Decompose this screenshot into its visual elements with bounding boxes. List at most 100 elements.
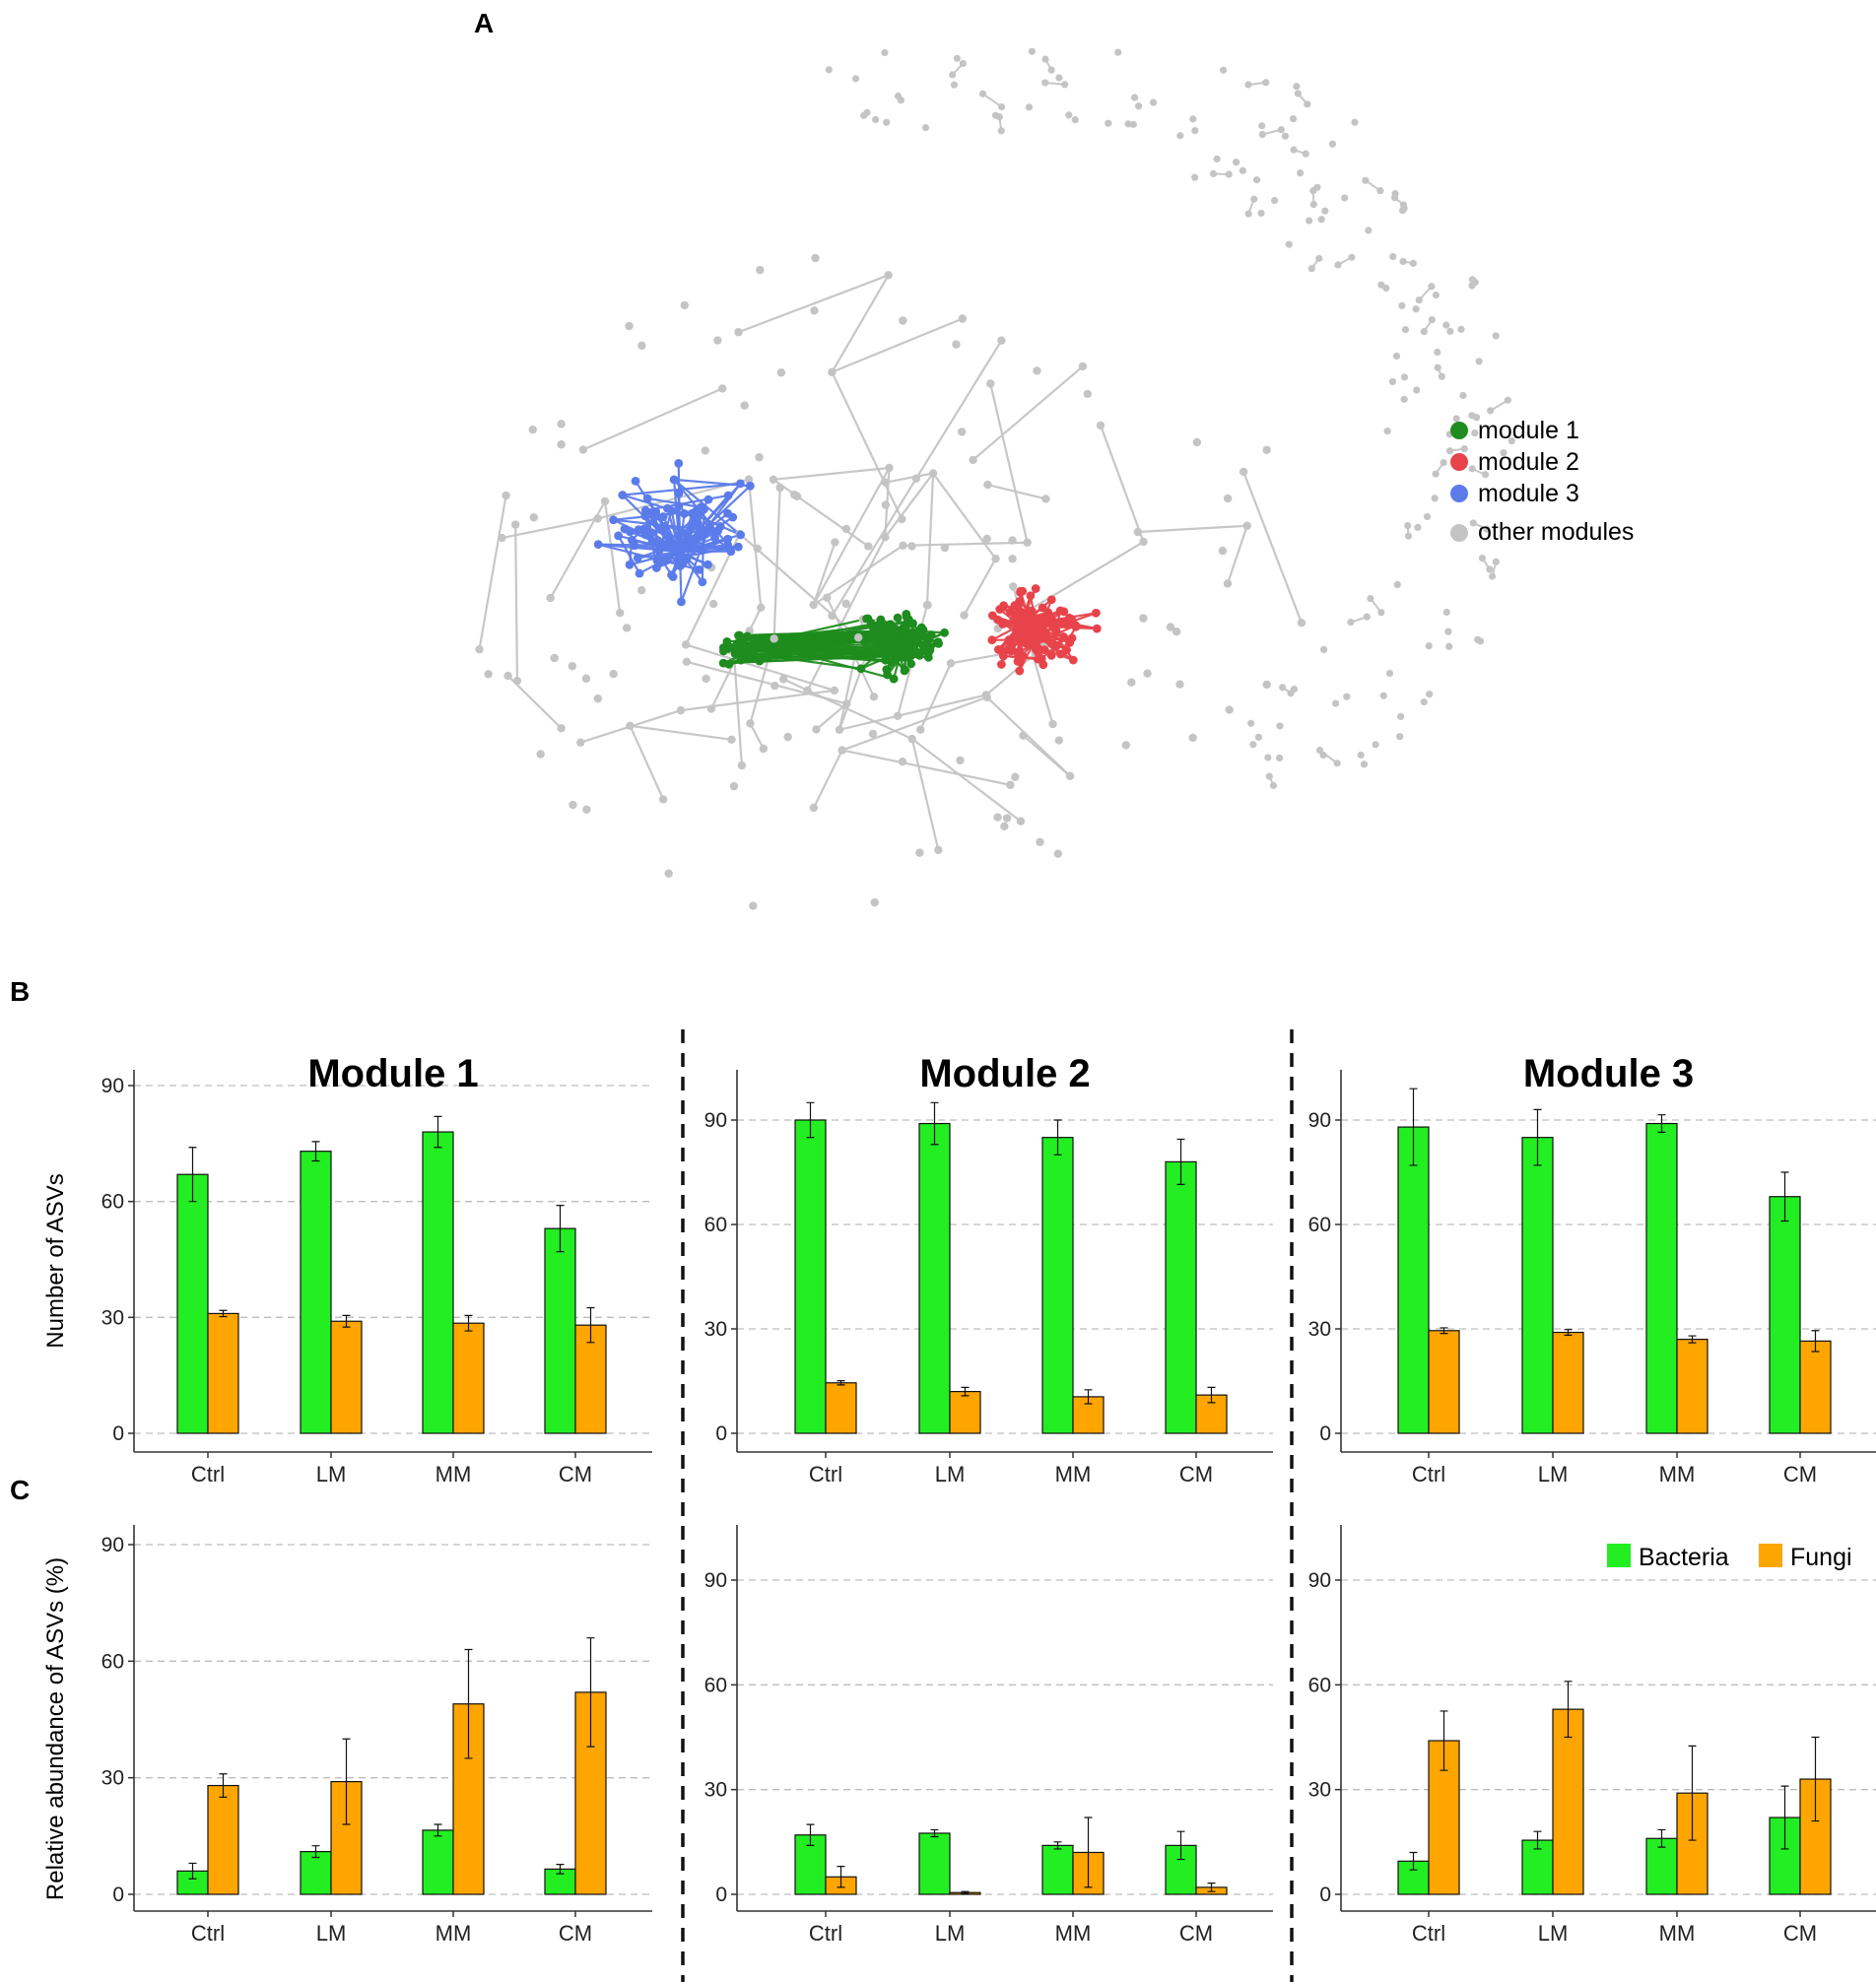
bar-legend: Bacteria Fungi	[1607, 1544, 1852, 1571]
x-tick-label: MM	[436, 1462, 472, 1486]
network-node	[759, 744, 769, 754]
bar-bacteria-cm	[544, 1227, 576, 1434]
network-node	[828, 611, 837, 621]
network-node	[1068, 655, 1078, 665]
network-node	[1319, 751, 1327, 760]
network-node	[743, 631, 752, 641]
network-node	[856, 664, 866, 674]
y-tick-label: 30	[704, 1779, 727, 1802]
network-node	[1297, 618, 1306, 628]
network-node	[1269, 781, 1278, 790]
network-node	[1399, 257, 1407, 266]
network-node	[1304, 100, 1311, 108]
network-node	[1002, 814, 1012, 823]
network-node	[1289, 114, 1298, 123]
network-node	[1225, 170, 1233, 178]
bar-fungi-lm	[1552, 1331, 1584, 1434]
bar-chart-b3: 0 30 60 90 Module 3 Ctrl LM MM CM	[1308, 1052, 1876, 1486]
network-edge	[989, 383, 1029, 543]
network-node	[1504, 396, 1511, 404]
network-node	[1008, 555, 1017, 563]
network-node	[667, 570, 676, 580]
chart-title: Module 3	[1523, 1052, 1694, 1095]
legend-label-module-2: module 2	[1478, 448, 1579, 476]
network-node	[713, 526, 722, 536]
network-node	[1315, 746, 1324, 755]
network-node	[884, 271, 893, 280]
network-node	[982, 693, 991, 701]
network-node	[682, 555, 692, 564]
bar-bacteria-cm	[1165, 1160, 1197, 1434]
network-node	[651, 563, 661, 572]
network-node	[1037, 628, 1046, 638]
network-node	[898, 514, 906, 524]
network-edge	[812, 467, 891, 606]
network-node	[1134, 102, 1143, 110]
network-node	[1059, 632, 1068, 641]
network-node	[688, 508, 697, 518]
network-node	[1028, 47, 1036, 55]
legend-swatch-bacteria	[1607, 1544, 1631, 1567]
network-node	[904, 617, 912, 627]
network-node	[869, 693, 879, 701]
network-node	[841, 524, 851, 534]
error-bar-fungi-cm	[586, 1637, 595, 1748]
y-tick-label: 90	[101, 1534, 124, 1556]
x-tick-label: Ctrl	[809, 1921, 842, 1946]
network-node	[778, 675, 788, 684]
network-node	[783, 732, 792, 742]
network-node	[916, 725, 925, 734]
network-node	[1225, 705, 1234, 714]
network-node	[593, 694, 603, 703]
error-bar-bacteria-ctrl	[1409, 1851, 1418, 1871]
network-node	[982, 534, 991, 544]
network-node	[1383, 428, 1391, 435]
network-node	[1071, 621, 1081, 630]
network-node	[1239, 467, 1248, 477]
network-node	[875, 640, 885, 650]
network-edge	[1100, 425, 1145, 543]
network-node	[557, 420, 566, 429]
network-node	[1320, 645, 1328, 654]
network-node	[1404, 522, 1412, 530]
y-tick-label: 0	[1319, 1883, 1331, 1906]
network-node	[775, 639, 785, 649]
network-node	[854, 632, 863, 642]
network-node	[902, 609, 911, 619]
network-node	[872, 115, 880, 124]
x-tick-label: LM	[316, 1921, 347, 1946]
network-node	[755, 452, 764, 462]
y-tick-label: 90	[1308, 1569, 1331, 1592]
y-tick-label: 0	[1319, 1422, 1331, 1445]
network-node	[723, 508, 732, 518]
network-node	[1096, 421, 1106, 430]
network-node	[1341, 194, 1349, 202]
network-node	[614, 531, 624, 541]
network-node	[1124, 120, 1132, 128]
network-node	[736, 655, 746, 665]
network-node	[1347, 619, 1355, 627]
bar-fungi-cm	[574, 1324, 607, 1434]
x-tick-label: CM	[1783, 1462, 1817, 1486]
network-node	[1013, 600, 1022, 610]
network-node	[503, 671, 512, 681]
network-node	[952, 340, 961, 349]
network-node	[1309, 200, 1317, 209]
network-node	[1389, 252, 1397, 261]
network-node	[681, 640, 691, 649]
network-node	[1401, 326, 1410, 334]
bar-chart-b2: 0 30 60 90 Module 2 Ctrl LM MM CM	[704, 1052, 1273, 1486]
network-node	[1492, 558, 1500, 565]
network-node	[581, 674, 591, 684]
error-bar-bacteria-mm	[1657, 1828, 1666, 1848]
network-node	[724, 659, 734, 669]
network-node	[1250, 195, 1258, 203]
network-node	[1379, 692, 1387, 699]
network-node	[1460, 444, 1468, 453]
network-node	[883, 118, 891, 126]
y-tick-label: 60	[1308, 1674, 1331, 1696]
bar-fungi-lm	[330, 1320, 363, 1434]
bar-bacteria-lm	[300, 1151, 332, 1434]
network-node	[698, 577, 707, 587]
network-node	[582, 805, 591, 815]
